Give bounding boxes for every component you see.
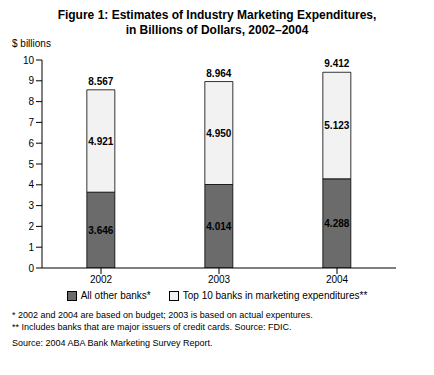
svg-text:8.964: 8.964 bbox=[206, 68, 231, 79]
html-text:* 2002 and 2004 are based on b: * 2002 and 2004 are based on budget; 200… bbox=[12, 310, 313, 320]
html-text:Figure 1: Estimates of Industr: Figure 1: Estimates of Industry Marketin… bbox=[57, 8, 377, 37]
svg-text:4: 4 bbox=[28, 179, 34, 190]
html-text:** Includes banks that are maj: ** Includes banks that are major issuers… bbox=[12, 322, 292, 332]
svg-text:5.123: 5.123 bbox=[324, 120, 349, 131]
svg-text:2003: 2003 bbox=[208, 274, 231, 285]
html-text:Top 10 banks in marketing expe: Top 10 banks in marketing expenditures** bbox=[182, 290, 368, 301]
svg-text:2004: 2004 bbox=[326, 274, 349, 285]
svg-text:9: 9 bbox=[28, 75, 34, 86]
svg-text:4.921: 4.921 bbox=[88, 136, 113, 147]
svg-text:10: 10 bbox=[23, 55, 35, 66]
svg-text:1: 1 bbox=[28, 242, 34, 253]
svg-text:8.567: 8.567 bbox=[88, 76, 113, 87]
svg-text:4.288: 4.288 bbox=[324, 218, 349, 229]
svg-text:5: 5 bbox=[28, 159, 34, 170]
svg-text:3.646: 3.646 bbox=[88, 225, 113, 236]
svg-text:8: 8 bbox=[28, 96, 34, 107]
svg-text:4.950: 4.950 bbox=[206, 128, 231, 139]
html-text:$ billions: $ billions bbox=[12, 38, 51, 49]
html-text:All other banks*: All other banks* bbox=[80, 290, 151, 301]
svg-text:0: 0 bbox=[28, 263, 34, 274]
svg-text:2: 2 bbox=[28, 221, 34, 232]
svg-text:6: 6 bbox=[28, 138, 34, 149]
svg-text:7: 7 bbox=[28, 117, 34, 128]
svg-text:9.412: 9.412 bbox=[324, 58, 349, 69]
svg-text:4.014: 4.014 bbox=[206, 221, 231, 232]
svg-text:2002: 2002 bbox=[90, 274, 113, 285]
html-text:Source: 2004 ABA Bank Marketin: Source: 2004 ABA Bank Marketing Survey R… bbox=[12, 338, 213, 348]
svg-text:3: 3 bbox=[28, 200, 34, 211]
